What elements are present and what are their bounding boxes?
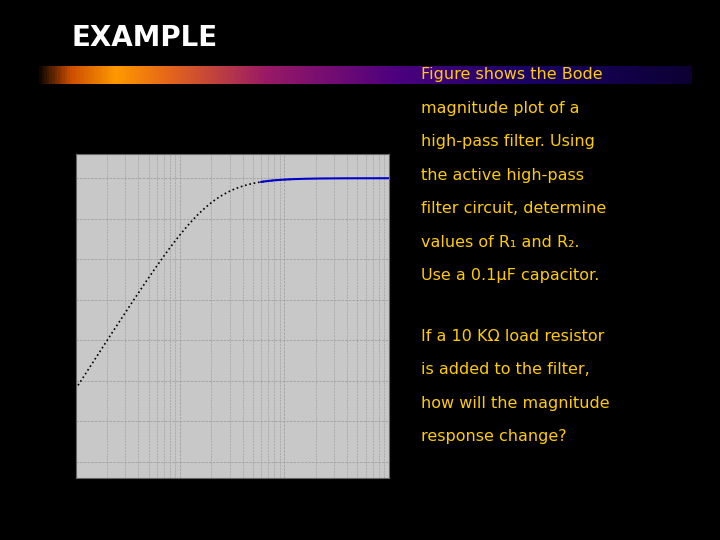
Text: response change?: response change? (421, 429, 567, 444)
Text: high-pass filter. Using: high-pass filter. Using (421, 134, 595, 150)
Text: the active high-pass: the active high-pass (421, 168, 584, 183)
Text: Use a 0.1μF capacitor.: Use a 0.1μF capacitor. (421, 268, 600, 284)
Text: is added to the filter,: is added to the filter, (421, 362, 590, 377)
Text: values of R₁ and R₂.: values of R₁ and R₂. (421, 235, 580, 250)
X-axis label: Frequency (rad/Sec): Frequency (rad/Sec) (189, 505, 275, 514)
Text: EXAMPLE: EXAMPLE (72, 24, 218, 52)
Text: Figure shows the Bode: Figure shows the Bode (421, 68, 603, 83)
Y-axis label: Mag (dB): Mag (dB) (40, 297, 49, 335)
Text: filter circuit, determine: filter circuit, determine (421, 201, 606, 217)
Text: how will the magnitude: how will the magnitude (421, 396, 610, 411)
Text: magnitude plot of a: magnitude plot of a (421, 101, 580, 116)
Text: If a 10 KΩ load resistor: If a 10 KΩ load resistor (421, 329, 605, 344)
Title: Bode Diagram: Bode Diagram (200, 139, 264, 147)
